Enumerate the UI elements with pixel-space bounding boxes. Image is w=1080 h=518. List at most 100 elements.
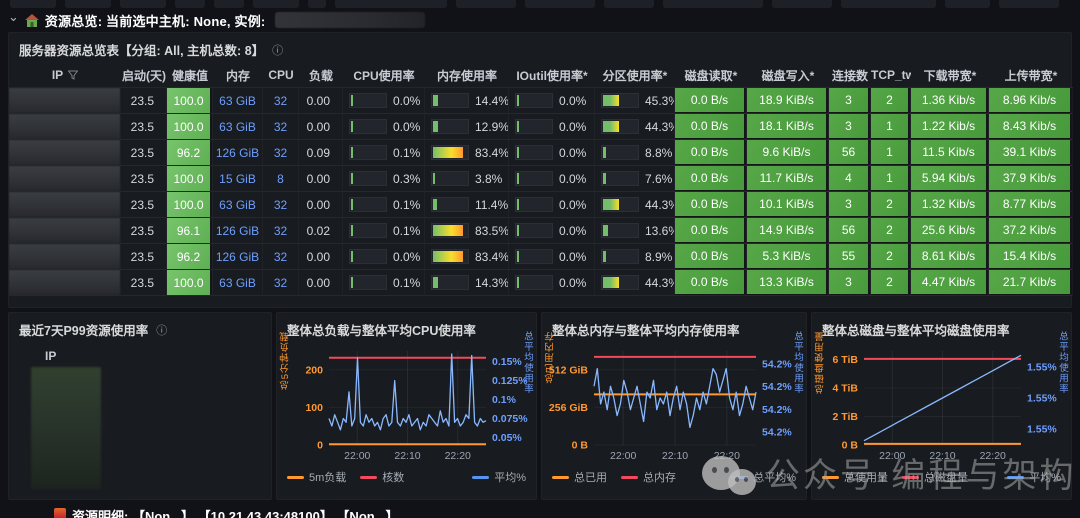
column-header-10[interactable]: 磁盘读取* <box>675 63 747 88</box>
column-header-14[interactable]: 下载带宽* <box>911 63 989 88</box>
chart-plot[interactable]: 0 100 200 0.05% 0.075% 0.1% 0.125% 0.15% 22:00 22… <box>281 343 532 465</box>
clipped-link-stub[interactable] <box>525 0 595 8</box>
cell-up_bw: 8.43 Kib/s <box>989 114 1073 140</box>
cell-cpu[interactable]: 32 <box>263 192 299 218</box>
chart-title[interactable]: 整体总磁盘与整体平均磁盘使用率 <box>822 324 1010 338</box>
column-header-4[interactable]: CPU <box>263 63 299 88</box>
cell-ip[interactable] <box>9 140 121 166</box>
clipped-link-stub[interactable] <box>456 0 516 8</box>
chart-title[interactable]: 整体总内存与整体平均内存使用率 <box>552 324 740 338</box>
column-header-13[interactable]: TCP_tw <box>871 63 911 88</box>
column-header-7[interactable]: 内存使用率 <box>425 63 509 88</box>
p99-usage-panel: 最近7天P99资源使用率 ⓘ IP <box>8 312 272 500</box>
cell-cpu[interactable]: 32 <box>263 218 299 244</box>
svg-text:22:20: 22:20 <box>714 450 740 462</box>
chart-title[interactable]: 整体总负载与整体平均CPU使用率 <box>287 324 476 338</box>
cell-ip[interactable] <box>9 192 121 218</box>
info-icon[interactable]: ⓘ <box>156 324 168 337</box>
column-header-12[interactable]: 连接数 <box>829 63 871 88</box>
column-header-0[interactable]: IP <box>9 63 121 88</box>
chart-legend: 总已用 总内存 总平均% <box>542 465 806 485</box>
legend-item[interactable]: 总内存 <box>621 469 676 485</box>
clipped-link-stub[interactable] <box>120 0 166 8</box>
gauge-track <box>515 249 553 264</box>
clipped-link-stub[interactable] <box>65 0 111 8</box>
clipped-link-stub[interactable] <box>999 0 1059 8</box>
legend-item[interactable]: 核数 <box>360 469 404 485</box>
clipped-link-stub[interactable] <box>175 0 205 8</box>
legend-item[interactable]: 总已用 <box>552 469 607 485</box>
clipped-link-stub[interactable] <box>945 0 990 8</box>
cell-ip[interactable] <box>9 244 121 270</box>
chart-plot[interactable]: 0 B 2 TiB 4 TiB 6 TiB 1.55% 1.55% 1.55% 22:00 22… <box>816 343 1067 465</box>
info-icon[interactable]: ⓘ <box>272 44 284 57</box>
cell-mem[interactable]: 63 GiB <box>213 88 263 114</box>
cell-cpu[interactable]: 32 <box>263 270 299 296</box>
clipped-link-stub[interactable] <box>772 0 832 8</box>
filter-icon[interactable] <box>68 70 79 80</box>
column-header-11[interactable]: 磁盘写入* <box>747 63 829 88</box>
table-panel-title[interactable]: 服务器资源总览表【分组: All, 主机总数: 8】 ⓘ <box>9 33 1071 63</box>
resource-detail-clipped-row[interactable]: 资源明细: 【Non...】 【10.21.43.43:48100】 【Non.… <box>54 506 399 518</box>
cell-cpu_pct: 0.0% <box>343 114 425 140</box>
cell-part_pct: 13.6% <box>595 218 675 244</box>
clipped-link-stub[interactable] <box>253 0 299 8</box>
legend-item[interactable]: 总使用量 <box>822 469 888 485</box>
chart-plot[interactable]: 0 B 256 GiB 512 GiB 54.2% 54.2% 54.2% 54.2% 22:… <box>546 343 802 465</box>
cell-conn: 56 <box>829 140 871 166</box>
cell-cpu[interactable]: 32 <box>263 244 299 270</box>
clipped-link-stub[interactable] <box>308 0 326 8</box>
legend-item[interactable]: 平均% <box>1007 469 1061 485</box>
cell-mem[interactable]: 63 GiB <box>213 192 263 218</box>
cell-ip[interactable] <box>9 114 121 140</box>
cell-mem[interactable]: 126 GiB <box>213 140 263 166</box>
svg-text:0.125%: 0.125% <box>492 375 528 387</box>
column-header-15[interactable]: 上传带宽* <box>989 63 1073 88</box>
cell-cpu[interactable]: 32 <box>263 140 299 166</box>
cell-mem[interactable]: 63 GiB <box>213 270 263 296</box>
legend-item[interactable]: 平均% <box>472 469 526 485</box>
gauge-track <box>515 119 553 134</box>
cell-ip[interactable] <box>9 270 121 296</box>
clipped-link-stub[interactable] <box>214 0 244 8</box>
redacted-ip <box>9 244 120 269</box>
column-header-5[interactable]: 负载 <box>299 63 343 88</box>
dashboard-row-header[interactable]: ⌄ 资源总览: 当前选中主机: None, 实例: <box>0 8 1080 32</box>
column-header-3[interactable]: 内存 <box>213 63 263 88</box>
chevron-down-icon[interactable]: ⌄ <box>8 9 19 24</box>
cell-up_bw: 8.96 Kib/s <box>989 88 1073 114</box>
gauge-track <box>601 119 639 134</box>
cell-mem[interactable]: 126 GiB <box>213 244 263 270</box>
cell-mem[interactable]: 126 GiB <box>213 218 263 244</box>
cell-io_pct: 0.0% <box>509 192 595 218</box>
legend-item[interactable]: 总平均% <box>731 469 796 485</box>
redacted-ip-list[interactable] <box>31 367 101 489</box>
cell-uptime: 23.5 <box>121 270 167 296</box>
clipped-link-stub[interactable] <box>10 0 56 8</box>
cell-cpu[interactable]: 8 <box>263 166 299 192</box>
clipped-link-stub[interactable] <box>841 0 936 8</box>
svg-text:6 TiB: 6 TiB <box>833 354 859 366</box>
p99-panel-title[interactable]: 最近7天P99资源使用率 ⓘ <box>9 313 271 343</box>
cell-ip[interactable] <box>9 88 121 114</box>
cell-cpu[interactable]: 32 <box>263 114 299 140</box>
cell-mem[interactable]: 15 GiB <box>213 166 263 192</box>
cell-cpu[interactable]: 32 <box>263 88 299 114</box>
legend-item[interactable]: 5m负载 <box>287 469 346 485</box>
gauge-track <box>349 249 387 264</box>
column-header-1[interactable]: 启动(天) <box>121 63 167 88</box>
cell-ip[interactable] <box>9 218 121 244</box>
clipped-link-stub[interactable] <box>604 0 654 8</box>
legend-item[interactable]: 总磁盘量 <box>902 469 968 485</box>
column-header-9[interactable]: 分区使用率* <box>595 63 675 88</box>
cell-part_pct: 8.9% <box>595 244 675 270</box>
cell-cpu_pct: 0.0% <box>343 244 425 270</box>
column-header-8[interactable]: IOutil使用率* <box>509 63 595 88</box>
cell-mem[interactable]: 63 GiB <box>213 114 263 140</box>
cell-ip[interactable] <box>9 166 121 192</box>
clipped-link-stub[interactable] <box>663 0 763 8</box>
column-header-2[interactable]: 健康值 <box>167 63 213 88</box>
column-header-6[interactable]: CPU使用率 <box>343 63 425 88</box>
clipped-link-stub[interactable] <box>335 0 447 8</box>
cell-disk_write: 9.6 KiB/s <box>747 140 829 166</box>
